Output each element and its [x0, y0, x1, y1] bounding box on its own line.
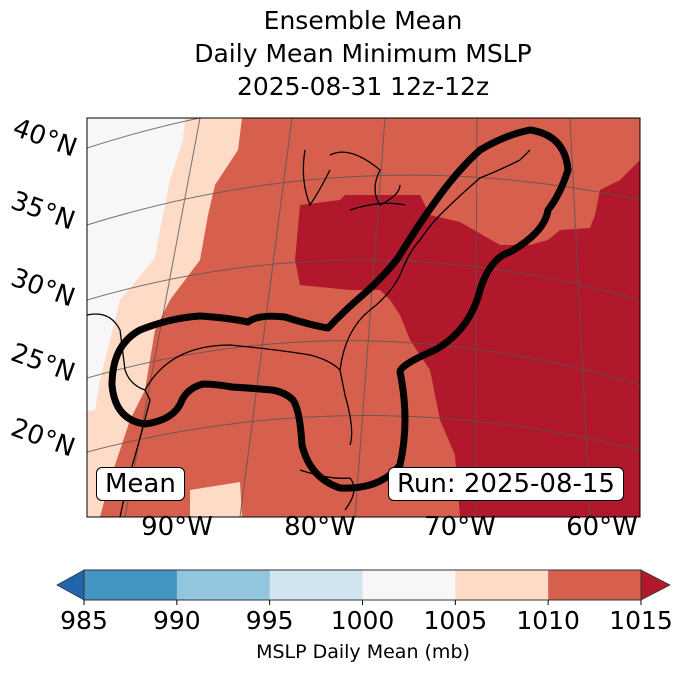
colorbar-tick-label: 1000: [330, 606, 395, 635]
colorbar-label: MSLP Daily Mean (mb): [256, 641, 470, 663]
colorbar-tick-label: 1010: [516, 606, 580, 635]
colorbar: [56, 569, 671, 605]
title-line-2: Daily Mean Minimum MSLP: [194, 39, 532, 68]
colorbar-segment: [455, 570, 549, 600]
field-1015: [295, 160, 640, 517]
run-label-box: Run: 2025-08-15: [388, 467, 624, 501]
colorbar-segment: [84, 570, 178, 600]
colorbar-tick-label: 1015: [609, 606, 673, 635]
colorbar-tick-label: 990: [152, 606, 201, 635]
colorbar-segment: [269, 570, 363, 600]
colorbar-over-extension: [640, 569, 671, 601]
colorbar-under-extension: [56, 569, 85, 601]
mean-label-box: Mean: [96, 467, 185, 501]
colorbar-tick-label: 1005: [423, 606, 488, 635]
lon-label-60w: 60°W: [566, 512, 638, 542]
title-line-3: 2025-08-31 12z-12z: [236, 72, 490, 101]
mean-contour: [108, 126, 572, 492]
field-1005-south: [190, 482, 242, 517]
field-1000: [87, 118, 185, 412]
colorbar-tick-label: 985: [60, 606, 108, 635]
lon-label-70w: 70°W: [424, 512, 496, 542]
colorbar-tick-label: 995: [245, 606, 294, 635]
colorbar-segment: [362, 570, 456, 600]
coastlines: [87, 149, 531, 517]
title-line-1: Ensemble Mean: [263, 6, 463, 35]
lon-label-90w: 90°W: [141, 512, 213, 542]
colorbar-segment: [176, 570, 271, 600]
map-frame: [86, 117, 641, 518]
colorbar-segment: [548, 570, 642, 600]
lon-label-80w: 80°W: [284, 512, 356, 542]
